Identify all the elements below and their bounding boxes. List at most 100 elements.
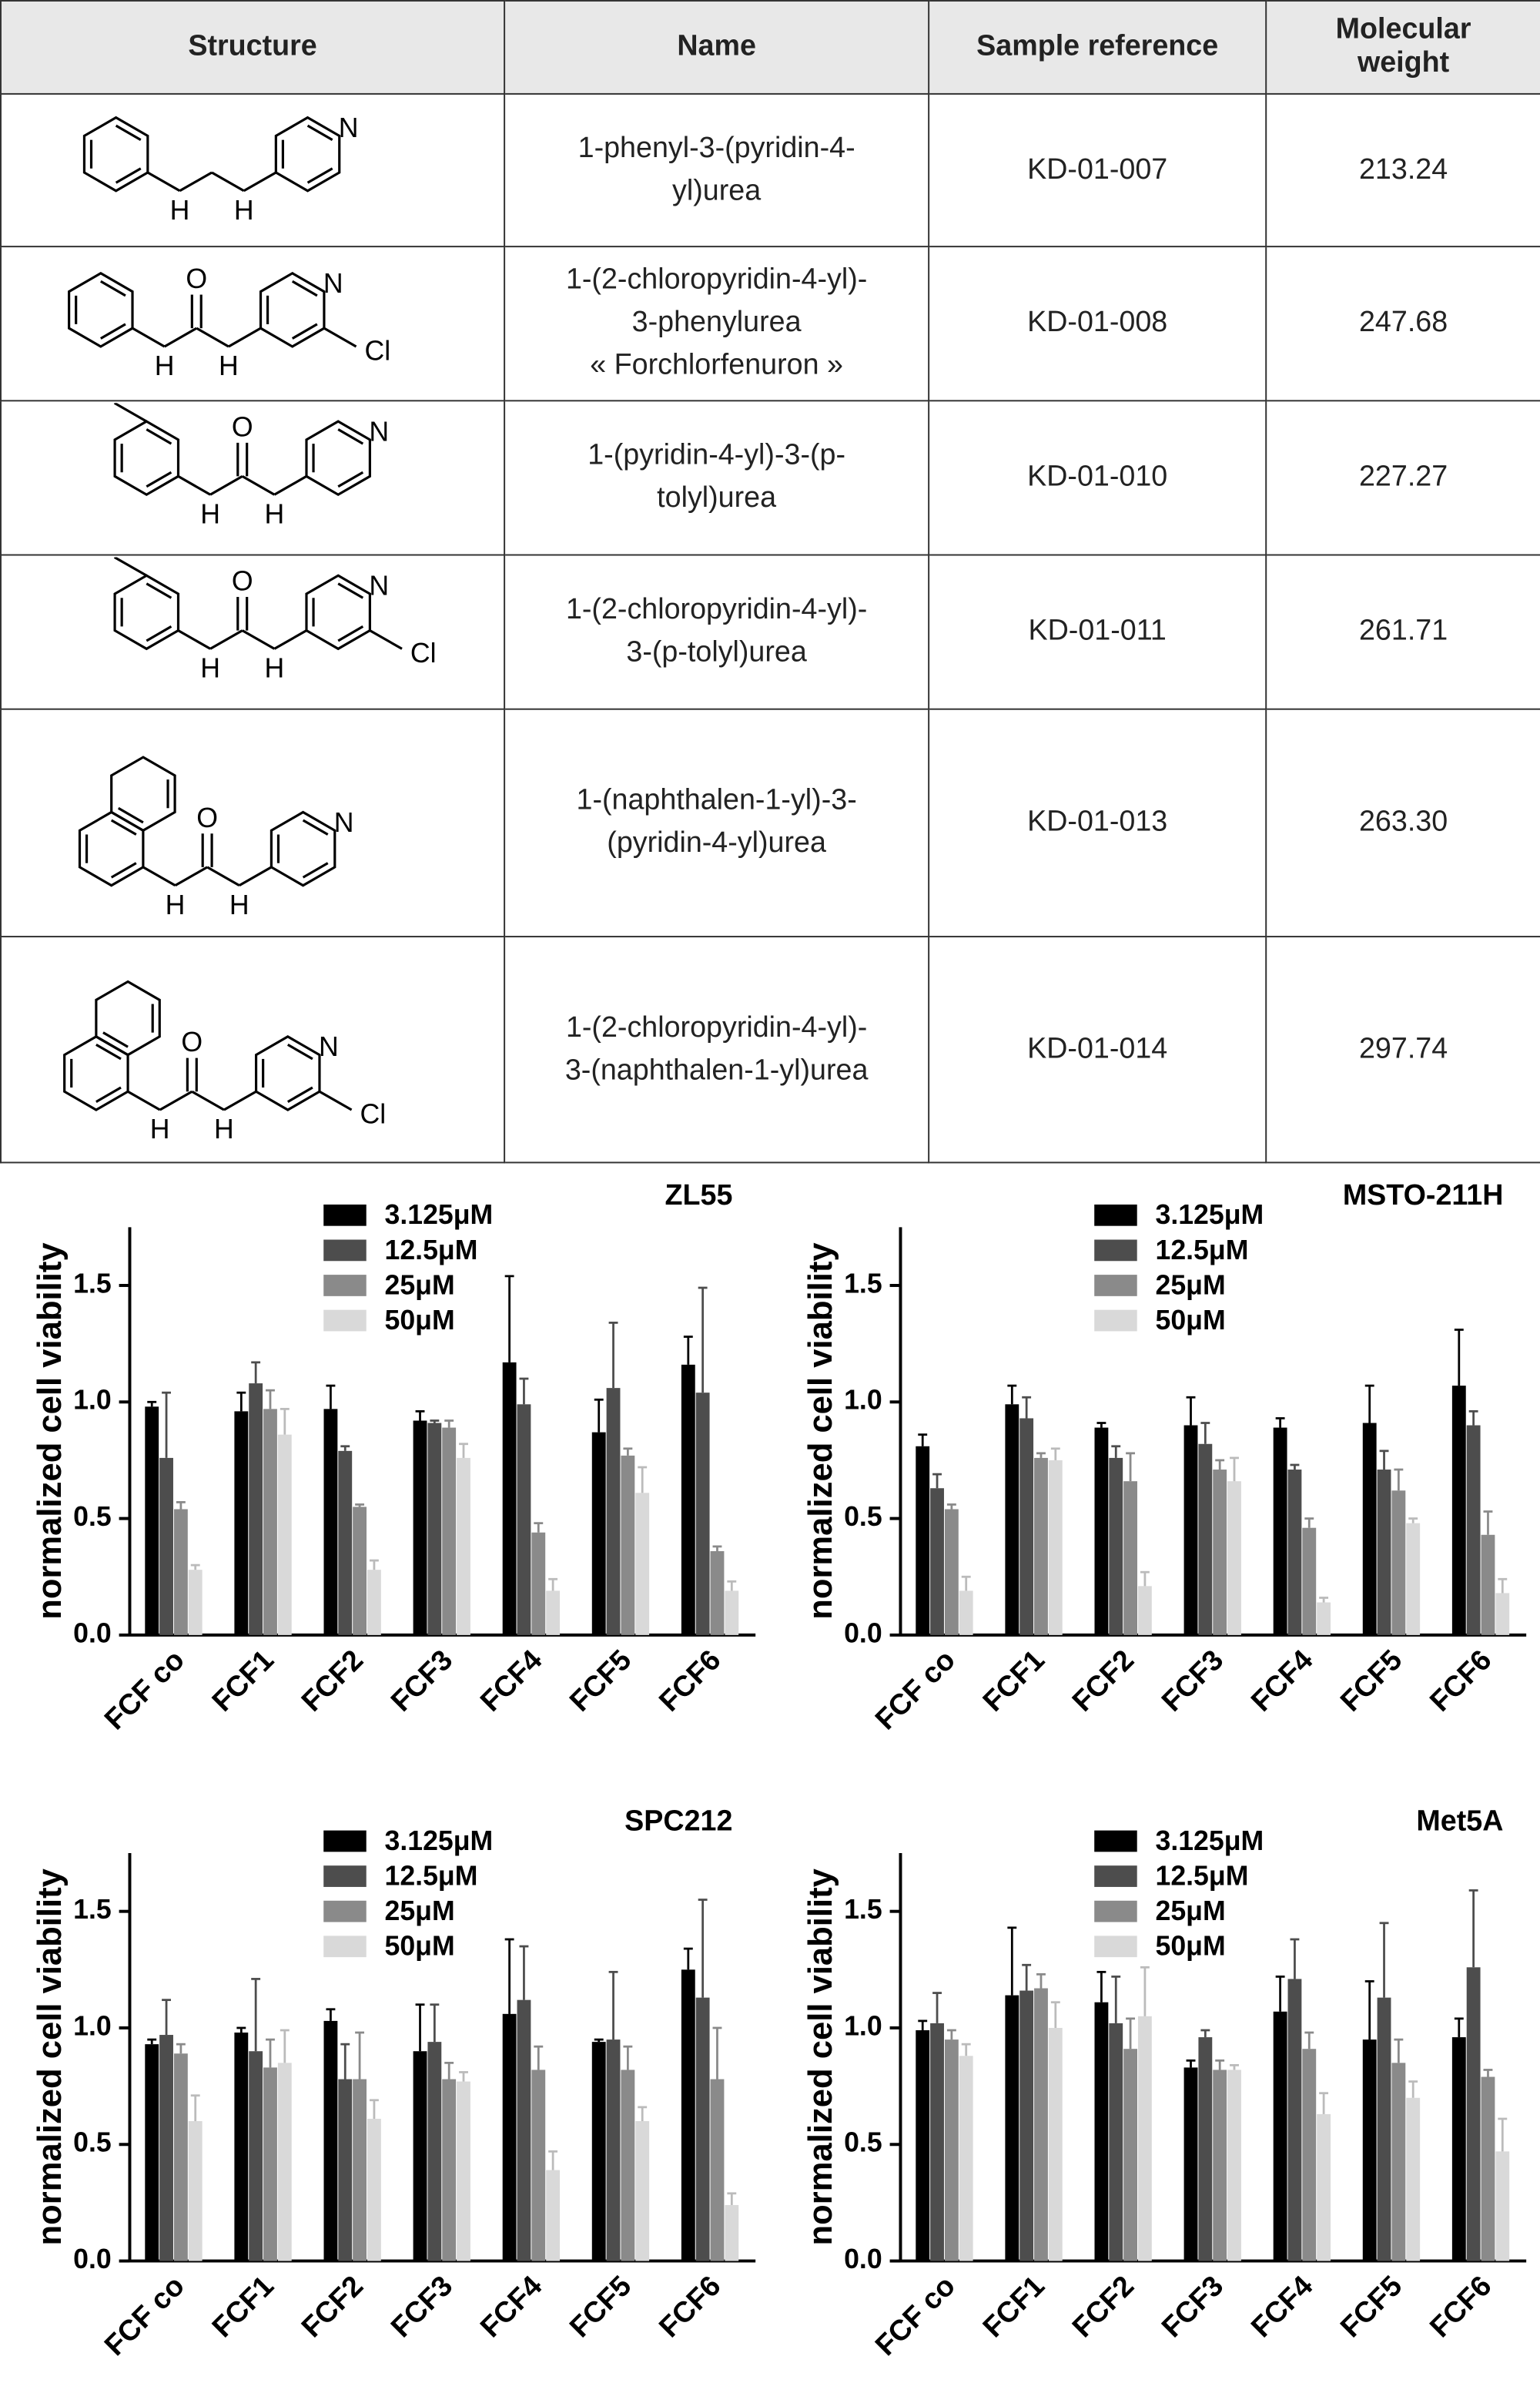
error-bar: [698, 1286, 708, 1393]
bar: [1005, 1995, 1019, 2261]
x-tick-label: FCF4: [474, 1644, 547, 1718]
chart-title: Met5A: [1416, 1805, 1503, 1837]
bar: [1377, 1997, 1391, 2261]
bar: [367, 2118, 381, 2261]
y-tick-label: 1.5: [844, 1894, 882, 1925]
bar: [502, 1362, 517, 1635]
x-tick-label: FCF2: [295, 2269, 369, 2343]
bar: [546, 2170, 561, 2261]
bar: [517, 1999, 531, 2261]
y-tick-label: 1.0: [73, 2010, 112, 2041]
atom-label: N: [369, 570, 389, 601]
bar: [635, 1493, 650, 1635]
legend-swatch: [323, 1204, 367, 1226]
bar: [1495, 2151, 1510, 2261]
bar: [621, 1455, 635, 1635]
bar: [1302, 2049, 1317, 2261]
bar: [1466, 1967, 1481, 2261]
bond: [337, 427, 364, 444]
error-bar: [1379, 1922, 1389, 1998]
error-bar: [444, 2061, 454, 2080]
x-tick-label: FCF4: [1244, 1644, 1318, 1718]
bar: [944, 1509, 959, 1635]
legend-label: 25μM: [1155, 1269, 1225, 1300]
x-tick-label: FCF3: [384, 1644, 458, 1718]
legend-swatch: [1094, 1239, 1137, 1262]
bond: [273, 474, 307, 495]
atom-label: N: [323, 267, 343, 298]
bar: [145, 2044, 159, 2261]
error-bar: [918, 2019, 928, 2030]
error-bar: [147, 2038, 157, 2045]
bar: [1213, 2070, 1227, 2261]
structure-cell: H H O N Cl: [0, 554, 506, 710]
bond: [319, 1089, 353, 1111]
error-bar: [280, 1407, 290, 1435]
error-bar: [355, 1503, 365, 1507]
bar: [681, 1969, 695, 2261]
legend-label: 3.125μM: [1155, 1199, 1264, 1230]
x-tick-label: FCF co: [869, 2269, 961, 2361]
bar: [1317, 2113, 1331, 2261]
bond: [291, 322, 318, 339]
error-bar: [1022, 1963, 1032, 1991]
bar: [1137, 2016, 1152, 2261]
name-line: (pyridin-4-yl)urea: [607, 827, 826, 860]
y-axis-label: normalized cell viability: [802, 1242, 839, 1620]
error-bar: [1364, 1384, 1374, 1423]
bond: [302, 818, 329, 835]
error-bar: [638, 1466, 648, 1493]
atom-label: O: [232, 565, 253, 596]
bar: [1198, 1443, 1213, 1635]
table-row: H H O N Cl 1-(2-chloropyridin-4-yl)- 3-phenylu…: [0, 246, 1540, 402]
bar: [695, 1393, 710, 1635]
error-bar: [1126, 1452, 1136, 1482]
name-line: 3-(p-tolyl)urea: [626, 636, 807, 669]
error-bar: [1186, 1396, 1196, 1426]
bond: [146, 581, 172, 598]
bond: [163, 326, 198, 347]
error-bar: [1319, 1597, 1329, 1603]
bar: [1273, 1427, 1287, 1635]
bar: [1137, 1586, 1152, 1635]
error-bar: [534, 1522, 544, 1533]
error-bar: [236, 2026, 246, 2033]
bar: [710, 2079, 725, 2261]
bar: [1048, 2027, 1063, 2261]
x-tick-label: FCF4: [1244, 2269, 1318, 2343]
bond: [337, 625, 364, 642]
atom-label: N: [339, 112, 359, 142]
bar: [353, 1507, 367, 1635]
error-bar: [266, 1389, 275, 1409]
atom-label: H: [170, 194, 190, 225]
error-bar: [430, 2003, 440, 2043]
bond: [209, 628, 243, 649]
ring: [270, 809, 336, 886]
atom-label: O: [232, 411, 253, 441]
error-bar: [369, 2099, 379, 2119]
x-tick-label: FCF co: [98, 2269, 190, 2361]
bond: [110, 861, 137, 878]
bar: [234, 1411, 249, 1635]
column-header: Structure: [0, 0, 506, 95]
error-bar: [1200, 1422, 1210, 1444]
bar: [188, 2121, 203, 2261]
name-line: yl)urea: [672, 174, 762, 207]
name-cell: 1-(pyridin-4-yl)-3-(p-tolyl)urea: [504, 400, 930, 556]
error-bar: [548, 2150, 558, 2170]
legend-label: 3.125μM: [385, 1825, 494, 1856]
structure-cell: H H N: [0, 92, 506, 248]
bar: [159, 1457, 173, 1635]
y-tick-label: 1.5: [844, 1268, 882, 1299]
bar: [277, 1434, 292, 1635]
error-bar: [340, 1445, 350, 1451]
legend-swatch: [323, 1239, 367, 1262]
bond: [196, 326, 229, 347]
ring: [254, 1034, 321, 1111]
atom-label: N: [369, 415, 389, 446]
error-bar: [594, 1398, 604, 1433]
legend-swatch: [323, 1900, 367, 1922]
bond: [291, 279, 318, 297]
